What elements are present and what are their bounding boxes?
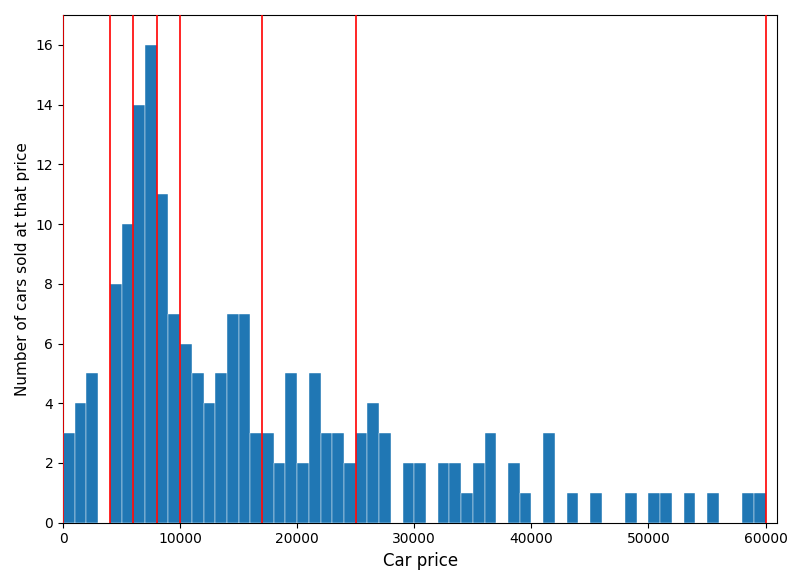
Bar (157, 194, 168, 523)
Bar (297, 463, 308, 523)
Bar (706, 493, 718, 523)
X-axis label: Car price: Car price (382, 552, 457, 570)
Bar (87, 373, 98, 523)
Bar (250, 433, 262, 523)
Bar (110, 284, 121, 523)
Bar (542, 433, 554, 523)
Bar (449, 463, 461, 523)
Bar (274, 463, 285, 523)
Bar (414, 463, 426, 523)
Bar (285, 373, 297, 523)
Bar (753, 493, 764, 523)
Bar (238, 314, 250, 523)
Bar (472, 463, 484, 523)
Bar (75, 403, 87, 523)
Bar (344, 463, 355, 523)
Bar (659, 493, 671, 523)
Bar (226, 314, 238, 523)
Bar (683, 493, 695, 523)
Bar (484, 433, 495, 523)
Bar (402, 463, 414, 523)
Bar (589, 493, 601, 523)
Bar (215, 373, 226, 523)
Bar (566, 493, 577, 523)
Bar (437, 463, 449, 523)
Bar (133, 105, 145, 523)
Bar (168, 314, 180, 523)
Bar (461, 493, 472, 523)
Bar (624, 493, 636, 523)
Bar (332, 433, 344, 523)
Bar (121, 224, 133, 523)
Bar (355, 433, 367, 523)
Bar (63, 433, 75, 523)
Y-axis label: Number of cars sold at that price: Number of cars sold at that price (15, 142, 30, 396)
Bar (192, 373, 203, 523)
Bar (648, 493, 659, 523)
Bar (203, 403, 215, 523)
Bar (367, 403, 379, 523)
Bar (741, 493, 753, 523)
Bar (519, 493, 531, 523)
Bar (180, 343, 192, 523)
Bar (262, 433, 274, 523)
Bar (308, 373, 320, 523)
Bar (145, 45, 157, 523)
Bar (379, 433, 390, 523)
Bar (320, 433, 332, 523)
Bar (507, 463, 519, 523)
